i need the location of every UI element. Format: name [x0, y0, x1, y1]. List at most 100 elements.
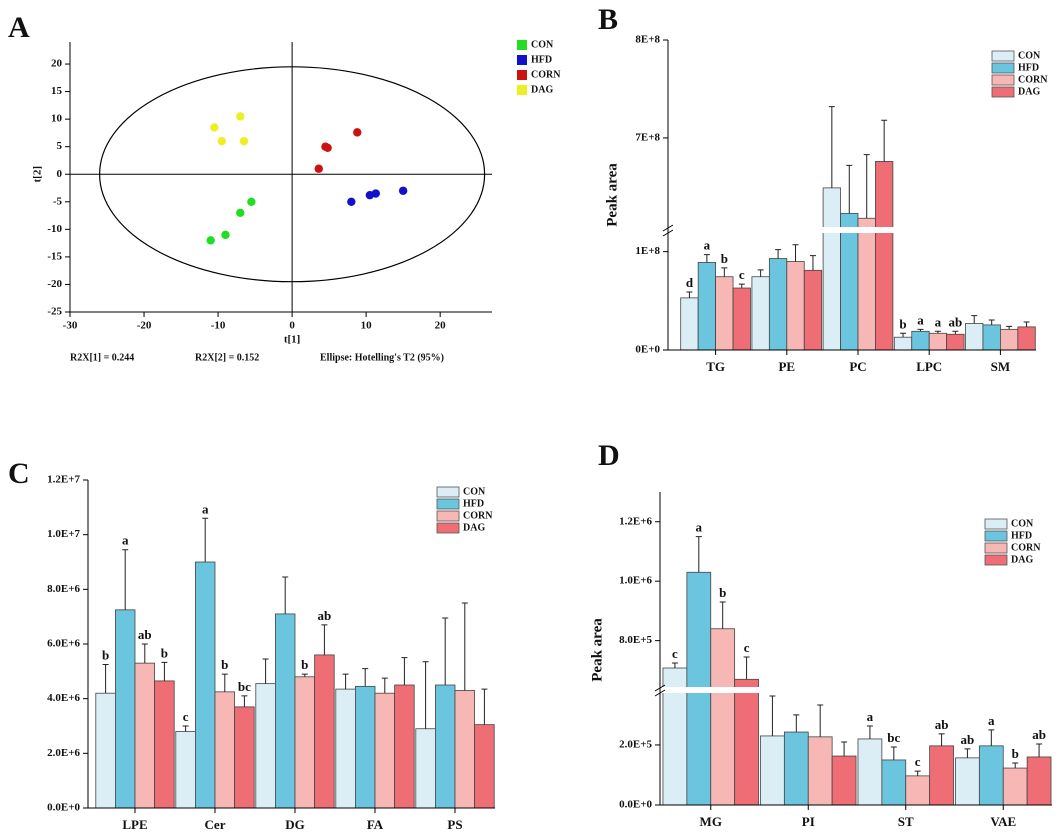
bar: [760, 735, 785, 806]
bar: [946, 333, 965, 351]
x-tick-label: PI: [802, 814, 815, 829]
point: [371, 189, 380, 198]
legend-label: CON: [1018, 50, 1041, 61]
error-bar: [461, 602, 468, 691]
significance-letter: a: [867, 709, 874, 724]
bar: [911, 330, 930, 351]
bar: [194, 561, 216, 809]
error-bar: [917, 328, 924, 332]
x-tick-label: PE: [778, 359, 795, 374]
error-bar: [381, 677, 388, 694]
significance-letter: a: [202, 501, 209, 516]
legend-label: HFD: [1011, 530, 1032, 541]
x-tick-label: LPE: [122, 817, 147, 832]
bar: [982, 324, 1001, 351]
bar: [881, 759, 907, 806]
point: [247, 197, 256, 206]
error-bar: [481, 688, 488, 725]
significance-letter: c: [672, 646, 678, 661]
bar: [732, 287, 751, 351]
x-axis-label: t[1]: [284, 334, 301, 346]
error-bar: [964, 748, 971, 758]
x-tick-label: SM: [991, 359, 1011, 374]
significance-letter: ab: [318, 608, 332, 623]
x-tick-label: LPC: [916, 359, 942, 374]
legend-label: HFD: [1018, 62, 1039, 73]
x-tick-label: 10: [361, 320, 373, 332]
significance-letter: ab: [948, 314, 962, 329]
significance-letter: b: [102, 647, 109, 662]
x-tick-label: -10: [211, 320, 226, 332]
significance-letter: ab: [961, 732, 975, 747]
error-bar: [738, 283, 745, 289]
legend-label: CORN: [531, 69, 561, 80]
bar: [955, 757, 980, 806]
axis-break: [669, 227, 1037, 233]
legend-swatch: [991, 86, 1015, 98]
error-bar: [1006, 325, 1013, 330]
y-tick-label: -5: [53, 195, 63, 207]
error-bar: [221, 673, 228, 692]
bar: [374, 692, 396, 809]
y-tick-label: 8E+8: [635, 34, 660, 46]
bar: [751, 276, 770, 351]
significance-letter: a: [935, 314, 942, 329]
error-bar: [141, 643, 148, 664]
bar: [214, 691, 236, 809]
y-tick-label: 10: [51, 113, 63, 125]
annotation: Ellipse: Hotelling's T2 (95%): [320, 352, 444, 363]
bar: [1002, 767, 1028, 806]
legend-label: CON: [463, 486, 486, 497]
error-bar: [401, 657, 408, 685]
significance-letter: c: [739, 267, 745, 282]
error-bar: [703, 254, 710, 263]
bar: [831, 755, 857, 806]
x-tick-label: FA: [367, 817, 384, 832]
bar: [697, 262, 717, 351]
legend-swatch: [991, 74, 1015, 86]
significance-letter: ab: [138, 627, 152, 642]
error-bar: [262, 658, 269, 684]
bar: [474, 724, 495, 809]
y-tick-label: 15: [51, 85, 63, 97]
error-bar: [442, 617, 449, 685]
legend-label: HFD: [531, 54, 552, 65]
error-bar: [846, 164, 853, 214]
significance-letter: a: [122, 533, 129, 548]
legend-swatch: [991, 50, 1015, 62]
error-bar: [952, 330, 959, 335]
significance-letter: bc: [238, 679, 251, 694]
x-tick-label: ST: [898, 814, 914, 829]
legend-swatch: [984, 542, 1008, 554]
significance-letter: d: [686, 275, 694, 290]
bar: [680, 297, 699, 351]
significance-letter: a: [696, 520, 703, 535]
x-tick-label: TG: [706, 359, 725, 374]
axis-break: [661, 687, 1053, 693]
bar: [274, 613, 296, 809]
legend-label: CON: [1011, 518, 1034, 529]
error-bar: [362, 668, 369, 687]
bar: [1026, 756, 1052, 806]
error-bar: [241, 695, 248, 707]
bar: [786, 261, 805, 351]
y-tick-label: -20: [47, 278, 62, 290]
error-bar: [686, 291, 693, 298]
y-tick-label: -25: [47, 306, 62, 318]
point: [236, 112, 245, 121]
error-bar: [202, 517, 209, 562]
bar: [294, 676, 316, 809]
error-bar: [342, 673, 349, 690]
error-bar: [971, 315, 978, 324]
error-bar: [938, 733, 945, 746]
bar: [314, 654, 335, 809]
bar: [354, 685, 376, 809]
bar: [1017, 326, 1036, 351]
bar: [840, 212, 859, 351]
bar: [95, 692, 116, 809]
point: [353, 128, 362, 137]
point: [206, 236, 215, 245]
panel-label: B: [598, 3, 618, 36]
y-tick-label: -10: [47, 223, 62, 235]
point: [398, 186, 408, 195]
